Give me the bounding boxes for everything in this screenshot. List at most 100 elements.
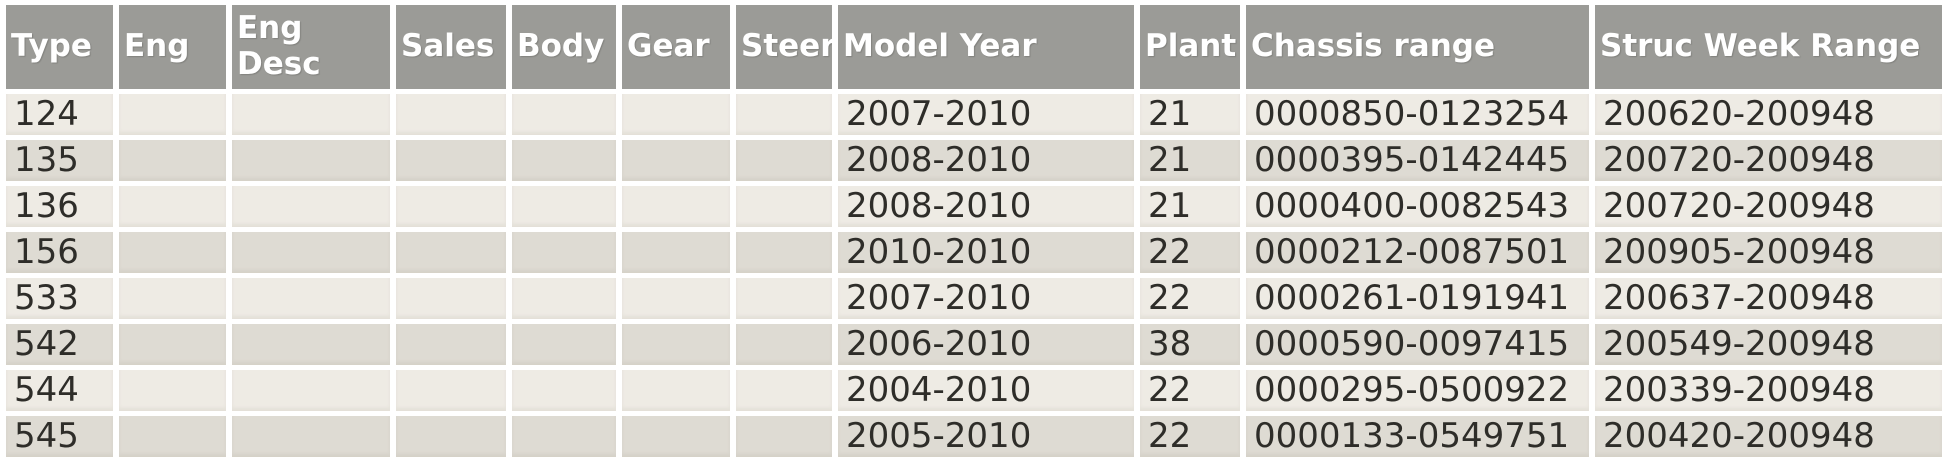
cell-model-year[interactable]: 2006-2010 [838, 324, 1134, 365]
cell-plant[interactable]: 21 [1140, 94, 1240, 135]
cell-steer[interactable] [736, 324, 832, 365]
cell-struc-week-range[interactable]: 200720-200948 [1595, 186, 1942, 227]
cell-eng[interactable] [119, 140, 226, 181]
cell-eng[interactable] [119, 94, 226, 135]
cell-chassis-range[interactable]: 0000133-0549751 [1246, 416, 1589, 457]
cell-sales[interactable] [396, 94, 506, 135]
cell-type[interactable]: 542 [6, 324, 113, 365]
cell-body[interactable] [512, 94, 616, 135]
cell-chassis-range[interactable]: 0000295-0500922 [1246, 370, 1589, 411]
cell-gear[interactable] [622, 140, 730, 181]
cell-plant[interactable]: 22 [1140, 416, 1240, 457]
cell-chassis-range[interactable]: 0000395-0142445 [1246, 140, 1589, 181]
cell-steer[interactable] [736, 232, 832, 273]
cell-model-year[interactable]: 2008-2010 [838, 140, 1134, 181]
cell-eng-desc[interactable] [232, 416, 390, 457]
cell-eng[interactable] [119, 186, 226, 227]
cell-eng[interactable] [119, 278, 226, 319]
table-row[interactable]: 545 2005-2010 22 0000133-0549751 200420-2009… [6, 416, 1942, 457]
cell-steer[interactable] [736, 140, 832, 181]
cell-chassis-range[interactable]: 0000590-0097415 [1246, 324, 1589, 365]
cell-sales[interactable] [396, 278, 506, 319]
cell-model-year[interactable]: 2007-2010 [838, 278, 1134, 319]
cell-plant[interactable]: 22 [1140, 232, 1240, 273]
table-row[interactable]: 136 2008-2010 21 0000400-0082543 200720-2009… [6, 186, 1942, 227]
table-row[interactable]: 544 2004-2010 22 0000295-0500922 200339-2009… [6, 370, 1942, 411]
cell-body[interactable] [512, 186, 616, 227]
cell-type[interactable]: 124 [6, 94, 113, 135]
cell-plant[interactable]: 21 [1140, 140, 1240, 181]
cell-eng-desc[interactable] [232, 140, 390, 181]
cell-type[interactable]: 156 [6, 232, 113, 273]
cell-eng-desc[interactable] [232, 232, 390, 273]
cell-body[interactable] [512, 232, 616, 273]
cell-steer[interactable] [736, 416, 832, 457]
cell-body[interactable] [512, 324, 616, 365]
cell-struc-week-range[interactable]: 200720-200948 [1595, 140, 1942, 181]
cell-chassis-range[interactable]: 0000261-0191941 [1246, 278, 1589, 319]
cell-plant[interactable]: 22 [1140, 278, 1240, 319]
cell-gear[interactable] [622, 370, 730, 411]
cell-model-year[interactable]: 2008-2010 [838, 186, 1134, 227]
cell-sales[interactable] [396, 370, 506, 411]
cell-plant[interactable]: 38 [1140, 324, 1240, 365]
cell-steer[interactable] [736, 278, 832, 319]
cell-struc-week-range[interactable]: 200620-200948 [1595, 94, 1942, 135]
cell-chassis-range[interactable]: 0000212-0087501 [1246, 232, 1589, 273]
cell-struc-week-range[interactable]: 200905-200948 [1595, 232, 1942, 273]
cell-model-year[interactable]: 2010-2010 [838, 232, 1134, 273]
cell-gear[interactable] [622, 278, 730, 319]
cell-model-year[interactable]: 2004-2010 [838, 370, 1134, 411]
cell-type[interactable]: 136 [6, 186, 113, 227]
cell-eng[interactable] [119, 370, 226, 411]
table-row[interactable]: 124 2007-2010 21 0000850-0123254 200620-2009… [6, 94, 1942, 135]
cell-eng-desc[interactable] [232, 94, 390, 135]
table-row[interactable]: 135 2008-2010 21 0000395-0142445 200720-2009… [6, 140, 1942, 181]
cell-type[interactable]: 545 [6, 416, 113, 457]
column-header-body: Body [512, 5, 616, 89]
cell-struc-week-range[interactable]: 200420-200948 [1595, 416, 1942, 457]
table-row[interactable]: 156 2010-2010 22 0000212-0087501 200905-2009… [6, 232, 1942, 273]
cell-sales[interactable] [396, 186, 506, 227]
cell-gear[interactable] [622, 232, 730, 273]
table-row[interactable]: 533 2007-2010 22 0000261-0191941 200637-2009… [6, 278, 1942, 319]
cell-body[interactable] [512, 278, 616, 319]
cell-struc-week-range[interactable]: 200637-200948 [1595, 278, 1942, 319]
cell-steer[interactable] [736, 94, 832, 135]
cell-eng[interactable] [119, 324, 226, 365]
cell-eng[interactable] [119, 232, 226, 273]
cell-gear[interactable] [622, 94, 730, 135]
cell-eng-desc[interactable] [232, 186, 390, 227]
cell-eng-desc[interactable] [232, 370, 390, 411]
column-header-struc-week-range: Struc Week Range [1595, 5, 1942, 89]
cell-struc-week-range[interactable]: 200549-200948 [1595, 324, 1942, 365]
cell-plant[interactable]: 21 [1140, 186, 1240, 227]
cell-body[interactable] [512, 140, 616, 181]
cell-sales[interactable] [396, 324, 506, 365]
cell-gear[interactable] [622, 186, 730, 227]
column-header-eng: Eng [119, 5, 226, 89]
cell-gear[interactable] [622, 416, 730, 457]
cell-plant[interactable]: 22 [1140, 370, 1240, 411]
cell-steer[interactable] [736, 370, 832, 411]
cell-eng[interactable] [119, 416, 226, 457]
cell-sales[interactable] [396, 416, 506, 457]
cell-chassis-range[interactable]: 0000850-0123254 [1246, 94, 1589, 135]
cell-type[interactable]: 135 [6, 140, 113, 181]
cell-chassis-range[interactable]: 0000400-0082543 [1246, 186, 1589, 227]
cell-body[interactable] [512, 370, 616, 411]
table-row[interactable]: 542 2006-2010 38 0000590-0097415 200549-2009… [6, 324, 1942, 365]
cell-struc-week-range[interactable]: 200339-200948 [1595, 370, 1942, 411]
cell-gear[interactable] [622, 324, 730, 365]
cell-steer[interactable] [736, 186, 832, 227]
cell-sales[interactable] [396, 140, 506, 181]
cell-model-year[interactable]: 2005-2010 [838, 416, 1134, 457]
cell-body[interactable] [512, 416, 616, 457]
cell-type[interactable]: 533 [6, 278, 113, 319]
cell-eng-desc[interactable] [232, 324, 390, 365]
cell-type[interactable]: 544 [6, 370, 113, 411]
cell-eng-desc[interactable] [232, 278, 390, 319]
cell-model-year[interactable]: 2007-2010 [838, 94, 1134, 135]
column-header-plant: Plant [1140, 5, 1240, 89]
cell-sales[interactable] [396, 232, 506, 273]
